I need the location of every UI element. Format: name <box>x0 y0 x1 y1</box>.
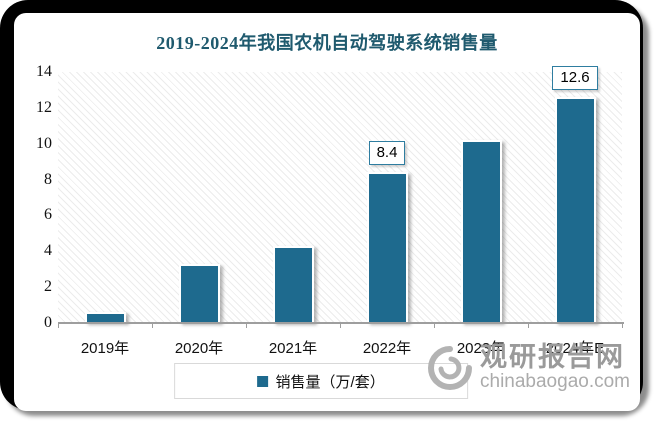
bar-value-label-wrap: 12.6 <box>528 66 622 91</box>
y-tick-label: 2 <box>44 278 52 296</box>
bar-value-label-wrap: 8.4 <box>340 141 434 166</box>
x-tick-label: 2020年 <box>174 340 224 357</box>
bar-value-label: 12.6 <box>552 66 598 91</box>
x-axis-tick <box>152 324 153 328</box>
bar-2023年 <box>460 140 502 323</box>
watermark: 观研报告网 chinabaogao.com <box>426 343 630 392</box>
chart-canvas: 2019-2024年我国农机自动驾驶系统销售量 8.4 12.6 销售量（万/套）… <box>14 13 640 411</box>
x-axis-tick <box>434 324 435 328</box>
bar-value-label: 8.4 <box>368 141 406 166</box>
x-axis-tick <box>622 324 623 328</box>
watermark-site-name: 观研报告网 <box>480 342 625 372</box>
x-tick-label: 2023年 <box>456 340 506 357</box>
outer-frame: 2019-2024年我国农机自动驾驶系统销售量 8.4 12.6 销售量（万/套）… <box>0 0 643 411</box>
x-tick-label: 2019年 <box>80 340 130 357</box>
bar-2020年 <box>178 263 220 323</box>
legend-marker <box>257 375 269 387</box>
x-axis-line <box>58 322 624 324</box>
x-axis-tick <box>246 324 247 328</box>
y-tick-label: 8 <box>44 170 52 188</box>
bar-2022年 <box>366 172 408 323</box>
x-axis-tick <box>340 324 341 328</box>
y-tick-label: 10 <box>36 134 52 152</box>
x-tick-label: 2024年E <box>545 340 605 357</box>
bar-2024年E <box>554 97 596 323</box>
plot-area: 8.4 12.6 <box>58 66 622 323</box>
x-axis-tick <box>58 324 59 328</box>
legend-label: 销售量（万/套） <box>275 373 385 391</box>
chinabaogao-swirl-logo-icon <box>428 345 472 390</box>
bar-2019年 <box>84 312 126 323</box>
chart-title: 2019-2024年我国农机自动驾驶系统销售量 <box>156 33 498 53</box>
y-tick-label: 12 <box>36 98 52 116</box>
bar-2021年 <box>272 245 314 323</box>
legend: 销售量（万/套） <box>174 363 469 399</box>
watermark-text: 观研报告网 chinabaogao.com <box>480 343 630 392</box>
x-axis-tick <box>528 324 529 328</box>
y-tick-label: 6 <box>44 206 52 224</box>
watermark-site-url: chinabaogao.com <box>480 371 630 392</box>
y-tick-label: 0 <box>44 314 52 331</box>
x-tick-label: 2021年 <box>268 340 318 357</box>
y-tick-label: 14 <box>36 63 52 80</box>
y-tick-label: 4 <box>44 242 52 260</box>
x-tick-label: 2022年 <box>362 340 412 357</box>
